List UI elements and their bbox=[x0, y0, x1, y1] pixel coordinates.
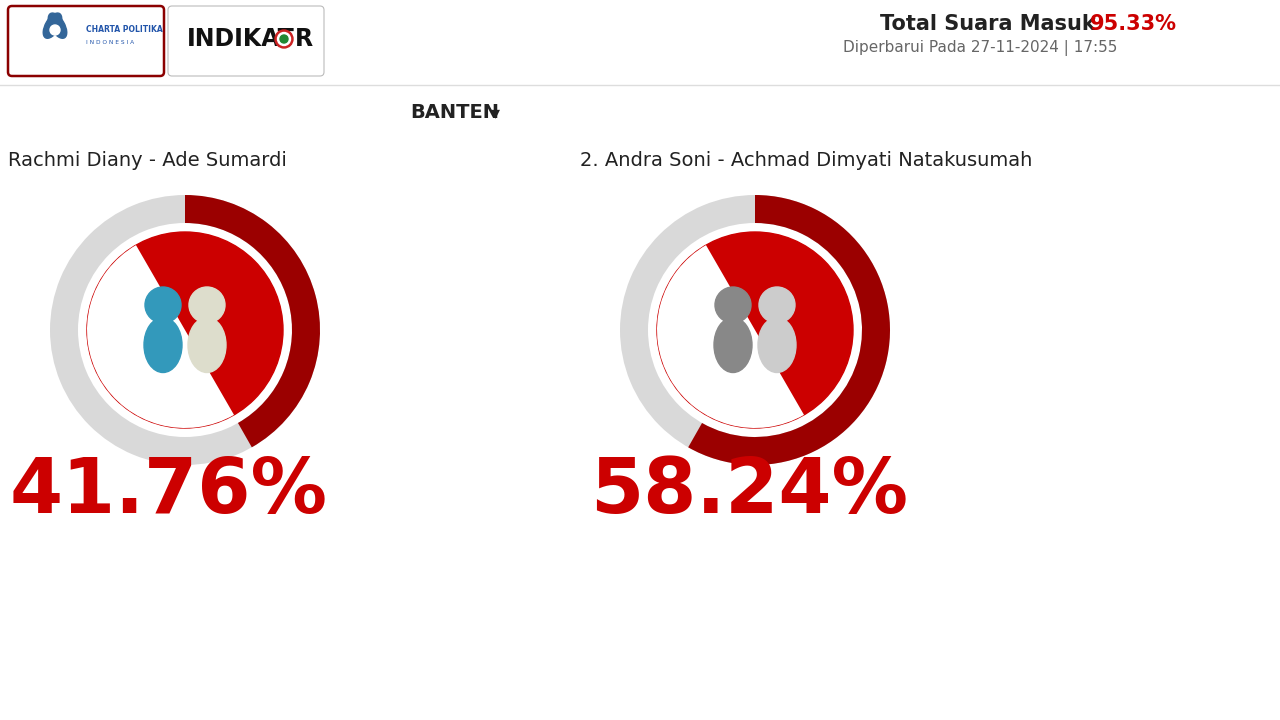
Wedge shape bbox=[689, 195, 890, 465]
Ellipse shape bbox=[714, 318, 753, 372]
Text: I N D O N E S I A: I N D O N E S I A bbox=[86, 40, 134, 45]
Text: 41.76%: 41.76% bbox=[10, 455, 328, 529]
Text: Total Suara Masuk: Total Suara Masuk bbox=[881, 14, 1103, 34]
Circle shape bbox=[145, 287, 180, 323]
Text: 58.24%: 58.24% bbox=[590, 455, 908, 529]
Text: 95.33%: 95.33% bbox=[1091, 14, 1178, 34]
Wedge shape bbox=[50, 195, 320, 465]
Text: Diperbarui Pada 27-11-2024 | 17:55: Diperbarui Pada 27-11-2024 | 17:55 bbox=[842, 40, 1117, 56]
Circle shape bbox=[657, 232, 852, 428]
FancyBboxPatch shape bbox=[8, 6, 164, 76]
FancyBboxPatch shape bbox=[168, 6, 324, 76]
Circle shape bbox=[79, 225, 291, 435]
Circle shape bbox=[87, 232, 283, 428]
Circle shape bbox=[275, 30, 293, 48]
Ellipse shape bbox=[49, 13, 67, 38]
Circle shape bbox=[278, 32, 291, 45]
Circle shape bbox=[759, 287, 795, 323]
Wedge shape bbox=[87, 245, 234, 428]
Ellipse shape bbox=[758, 318, 796, 372]
Text: 2. Andra Soni - Achmad Dimyati Natakusumah: 2. Andra Soni - Achmad Dimyati Natakusum… bbox=[580, 150, 1033, 169]
Wedge shape bbox=[186, 195, 320, 447]
Circle shape bbox=[650, 225, 860, 435]
Text: ▾: ▾ bbox=[490, 104, 499, 122]
Text: Rachmi Diany - Ade Sumardi: Rachmi Diany - Ade Sumardi bbox=[8, 150, 287, 169]
Circle shape bbox=[716, 287, 751, 323]
Ellipse shape bbox=[44, 13, 61, 38]
Ellipse shape bbox=[188, 318, 227, 372]
Wedge shape bbox=[620, 195, 890, 465]
Text: CHARTA POLITIKA: CHARTA POLITIKA bbox=[86, 24, 163, 34]
Ellipse shape bbox=[143, 318, 182, 372]
Circle shape bbox=[50, 25, 60, 35]
Circle shape bbox=[280, 35, 288, 43]
Wedge shape bbox=[657, 245, 804, 428]
Text: R: R bbox=[294, 27, 314, 51]
Text: BANTEN: BANTEN bbox=[411, 102, 499, 122]
Text: INDIKAT: INDIKAT bbox=[187, 27, 294, 51]
Circle shape bbox=[189, 287, 225, 323]
